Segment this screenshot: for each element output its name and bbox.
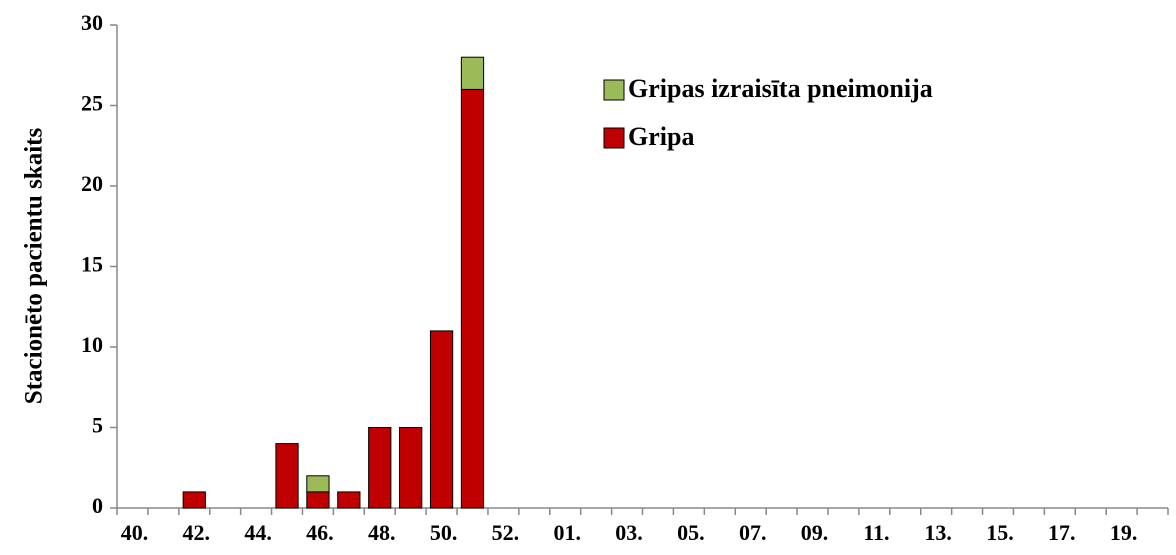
x-tick-label: 17.	[1048, 520, 1076, 545]
y-tick-label: 30	[81, 10, 103, 35]
x-tick-label: 05.	[677, 520, 705, 545]
legend-label: Gripas izraisīta pneimonija	[628, 74, 933, 103]
bar	[399, 427, 423, 509]
x-tick-label: 09.	[801, 520, 829, 545]
legend-swatch	[603, 127, 625, 149]
bar	[460, 88, 485, 509]
y-tick-label: 25	[81, 91, 103, 116]
bar	[306, 491, 330, 509]
x-tick-label: 52.	[492, 520, 520, 545]
bar	[182, 491, 206, 509]
x-tick-label: 15.	[986, 520, 1014, 545]
y-tick-label: 20	[81, 171, 103, 196]
x-tick-label: 44.	[244, 520, 272, 545]
bar	[429, 330, 454, 509]
x-tick-label: 42.	[183, 520, 211, 545]
x-tick-label: 19.	[1110, 520, 1138, 545]
bar	[368, 427, 392, 509]
bar	[337, 491, 361, 509]
x-tick-label: 48.	[368, 520, 396, 545]
x-tick-label: 46.	[306, 520, 334, 545]
bar	[460, 56, 485, 90]
y-tick-label: 0	[92, 493, 103, 518]
x-tick-label: 03.	[615, 520, 643, 545]
x-tick-label: 07.	[739, 520, 767, 545]
x-tick-label: 11.	[863, 520, 889, 545]
x-tick-label: 13.	[924, 520, 952, 545]
legend-label: Gripa	[628, 122, 694, 151]
x-tick-label: 40.	[121, 520, 149, 545]
bar	[275, 443, 299, 509]
y-axis-title: Stacionēto pacientu skaits	[21, 128, 48, 405]
y-tick-label: 5	[92, 413, 103, 438]
x-tick-label: 01.	[553, 520, 581, 545]
y-tick-label: 10	[81, 332, 103, 357]
y-tick-label: 15	[81, 252, 103, 277]
legend-swatch	[603, 79, 625, 101]
bar	[306, 475, 330, 493]
x-tick-label: 50.	[430, 520, 458, 545]
